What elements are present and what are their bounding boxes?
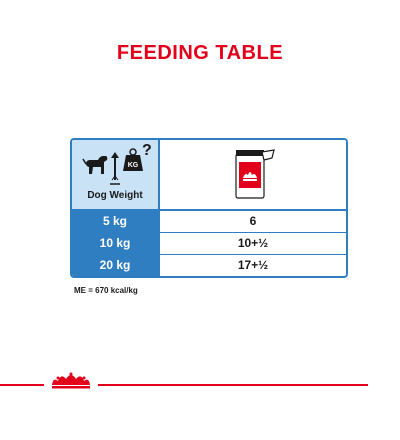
table-row: 20 kg 17+½ [72,254,346,276]
column-divider [158,140,160,276]
amount-cell: 6 [249,214,257,228]
footer-line-right [98,384,368,386]
table-row: 10 kg 10+½ [72,232,346,254]
footer-line-left [0,384,44,386]
table-row: 5 kg 6 [72,210,346,232]
question-mark-icon: ? [142,142,152,159]
weight-cell: 10 kg [72,232,158,254]
feeding-table: KG ? Dog Weight 5 kg 6 10 kg 10+½ 20 kg … [70,138,348,278]
amount-cell: 17+½ [237,258,269,272]
row-line [160,209,346,211]
dog-weight-label: Dog Weight [87,190,143,201]
pouch-icon [235,149,275,199]
table-header-pouch [160,140,346,210]
header-separator [72,209,158,210]
row-line [160,232,346,233]
royal-canin-crown-icon [52,372,90,389]
row-line [160,254,346,255]
amount-cell: 10+½ [237,236,269,250]
balance-icon [110,152,120,185]
weight-cell: 20 kg [72,254,158,276]
kg-badge-text: KG [128,162,139,169]
energy-note: ME = 670 kcal/kg [74,286,138,295]
dog-icon [82,156,108,174]
weight-cell: 5 kg [72,210,158,232]
table-header-weight: KG ? Dog Weight [72,140,158,210]
weight-kg-icon: KG [123,148,143,171]
page-title: FEEDING TABLE [116,42,284,64]
